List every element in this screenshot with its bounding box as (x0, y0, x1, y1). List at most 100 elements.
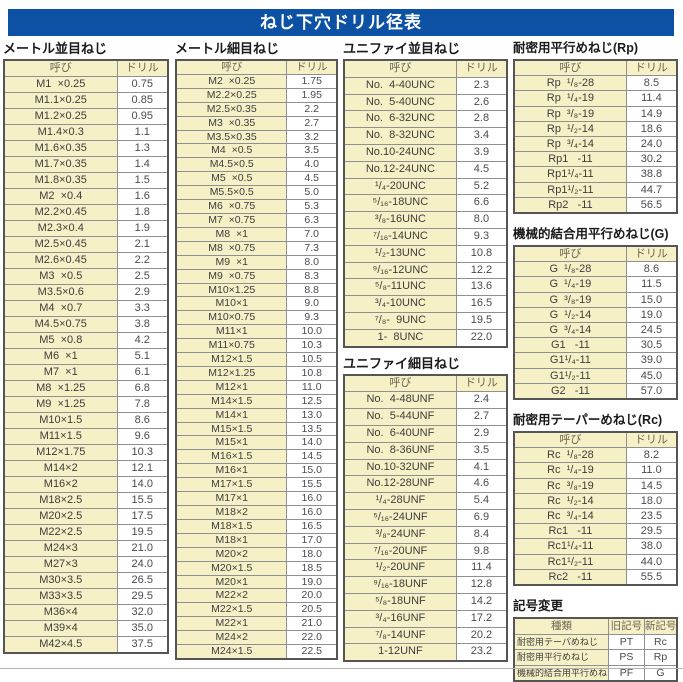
thread-name-cell: M4.5×0.75 (3, 316, 118, 333)
table-row: M16×2 14.0 (3, 476, 169, 493)
table-row: M5 ×0.8 4.2 (3, 332, 169, 349)
metric-coarse-table: 呼び ドリル M1 ×0.25 0.75 M1.1×0.25 0.85 M1.2×0.25 0… (3, 59, 169, 654)
drill-value-cell: 1.3 (116, 140, 169, 157)
table-row: M2.2×0.45 1.8 (3, 204, 169, 221)
drill-value-cell: 3.8 (116, 316, 169, 333)
column-metric-coarse: メートル並目ねじ 呼び ドリル M1 ×0.25 0.75 M1.1×0.25 0.85 M… (3, 40, 169, 654)
drill-value-cell: 4.5 (455, 160, 508, 179)
drill-value-cell: 8.3 (286, 268, 338, 284)
thread-name-cell: M42×4.5 (3, 636, 118, 654)
table-row: Rp2 -11 56.5 (513, 196, 678, 214)
table-row: Rp1¹/₂-11 44.7 (513, 181, 678, 198)
table-row: M30×3.5 26.5 (3, 572, 169, 589)
drill-value-cell: 10.8 (455, 244, 508, 263)
thread-name-cell: M1.2×0.25 (3, 108, 118, 125)
table-row: M20×2 18.0 (175, 546, 338, 562)
drill-value-cell: 18.0 (286, 546, 338, 562)
drill-value-cell: 44.0 (625, 553, 678, 570)
thread-name-cell: Rp2 -11 (513, 196, 627, 214)
drill-value-cell: PT (607, 633, 645, 651)
thread-name-cell: M18×2.5 (3, 492, 118, 509)
section-rc: 耐密用テーパーめねじ(Rc) 呼び ドリル Rc ¹/₈-28 8.2 Rc ¹/₄-1… (513, 412, 678, 587)
drill-value-cell: 12.8 (455, 576, 508, 594)
thread-name-cell: Rc2 -11 (513, 568, 627, 586)
table-row: Rp ¹/₄-19 11.4 (513, 90, 678, 107)
table-row: No.10-24UNC 3.9 (343, 143, 508, 162)
thread-name-cell: No. 8-32UNC (343, 127, 457, 145)
drill-value-cell: 7.8 (116, 396, 169, 413)
drill-value-cell: 29.5 (625, 523, 678, 540)
drill-value-cell: 3.5 (286, 143, 338, 159)
symbol-change-table: 種類 旧記号 新記号 耐密用テーパめねじ PT Rc 耐密用平行めねじ PS Rp 機械的結合用平… (513, 617, 678, 682)
table-row: M5 ×0.5 4.5 (175, 171, 338, 187)
thread-name-cell: ¹/₂-20UNF (343, 559, 457, 578)
section-title-symbol-change: 記号変更 (513, 599, 564, 614)
thread-name-cell: M3 ×0.35 (175, 115, 288, 131)
table-row: M20×1.5 18.5 (175, 560, 338, 576)
drill-value-cell: 5.2 (455, 177, 508, 196)
drill-value-cell: 21.0 (116, 540, 169, 557)
table-row: ¹/₄-28UNF 5.4 (343, 492, 508, 510)
table-row: ³/₄-16UNF 17.2 (343, 609, 508, 628)
drill-value-cell: 6.6 (455, 194, 508, 213)
thread-name-cell: ⁵/₈-11UNC (343, 278, 457, 297)
drill-value-cell: 19.0 (625, 306, 678, 324)
thread-name-cell: No. 4-40UNC (343, 76, 457, 95)
thread-name-cell: No.10-32UNF (343, 458, 457, 477)
drill-value-cell: 22.0 (286, 630, 338, 646)
table-row: M4.5×0.75 3.8 (3, 316, 169, 333)
table-row: G ¹/₄-19 11.5 (513, 276, 678, 293)
drill-value-cell: 17.2 (455, 609, 508, 628)
drill-value-cell: 9.3 (455, 227, 508, 246)
thread-name-cell: G1 -11 (513, 337, 627, 354)
g-table: 呼び ドリル G ¹/₈-28 8.6 G ¹/₄-19 11.5 G ³/₈-19 15.0… (513, 245, 678, 401)
drill-value-cell: 14.0 (286, 435, 338, 451)
table-row: M1 ×0.25 0.75 (3, 76, 169, 93)
thread-name-cell: Rc1 -11 (513, 523, 627, 540)
thread-name-cell: No. 8-36UNF (343, 441, 457, 460)
section-title-rc: 耐密用テーパーめねじ(Rc) (513, 413, 663, 428)
table-row: G1¹/₂-11 45.0 (513, 367, 678, 384)
drill-value-cell: 29.5 (116, 588, 169, 605)
drill-value-cell: 1.75 (286, 73, 338, 89)
drill-value-cell: 2.8 (455, 110, 508, 129)
thread-name-cell: M22×2 (175, 588, 288, 604)
drill-value-cell: 11.4 (455, 559, 508, 578)
table-row: Rp ¹/₈-28 8.5 (513, 75, 678, 92)
thread-name-cell: Rc ³/₄-14 (513, 508, 627, 525)
drill-value-cell: 13.0 (286, 407, 338, 423)
thread-name-cell: M10×1.5 (3, 412, 118, 429)
thread-name-cell: M20×1.5 (175, 560, 288, 576)
drill-value-cell: 8.0 (455, 211, 508, 229)
thread-name-cell: M12×1 (175, 379, 288, 395)
drill-value-cell: 17.0 (286, 532, 338, 548)
table-row: Rp1 -11 30.2 (513, 151, 678, 168)
thread-name-cell: Rc ¹/₂-14 (513, 492, 627, 510)
thread-name-cell: ¹/₂-13UNC (343, 244, 457, 263)
drill-value-cell: 8.8 (286, 282, 338, 298)
drill-value-cell: 17.5 (116, 508, 169, 525)
column-header: 呼び (513, 59, 627, 77)
thread-name-cell: M3.5×0.35 (175, 129, 288, 145)
thread-name-cell: M5.5×0.5 (175, 185, 288, 201)
drill-value-cell: 26.5 (116, 572, 169, 589)
header-row: 呼び ドリル (513, 245, 678, 263)
thread-name-cell: M9 ×1.25 (3, 396, 118, 413)
table-row: No. 8-36UNF 3.5 (343, 441, 508, 460)
table-row: 1- 8UNC 22.0 (343, 328, 508, 348)
table-row: Rc ¹/₈-28 8.2 (513, 447, 678, 464)
table-row: M39×4 35.0 (3, 620, 169, 637)
thread-name-cell: Rp ³/₈-19 (513, 105, 627, 122)
thread-name-cell: ³/₈-16UNC (343, 211, 457, 229)
drill-value-cell: 39.0 (625, 352, 678, 369)
drill-value-cell: 14.2 (455, 592, 508, 611)
thread-name-cell: M1.1×0.25 (3, 92, 118, 109)
drill-value-cell: 4.0 (286, 157, 338, 173)
table-row: 耐密用平行めねじ PS Rp (513, 649, 678, 666)
table-row: ⁵/₁₆-24UNF 6.9 (343, 508, 508, 527)
table-row: No.10-32UNF 4.1 (343, 458, 508, 477)
thread-name-cell: G1¹/₂-11 (513, 367, 627, 384)
thread-name-cell: No.12-28UNF (343, 475, 457, 494)
table-row: No. 5-44UNF 2.7 (343, 408, 508, 426)
table-row: ⁷/₈-14UNF 20.2 (343, 626, 508, 645)
